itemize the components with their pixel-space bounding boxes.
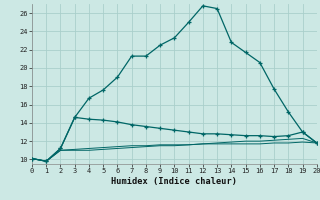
X-axis label: Humidex (Indice chaleur): Humidex (Indice chaleur) (111, 177, 237, 186)
